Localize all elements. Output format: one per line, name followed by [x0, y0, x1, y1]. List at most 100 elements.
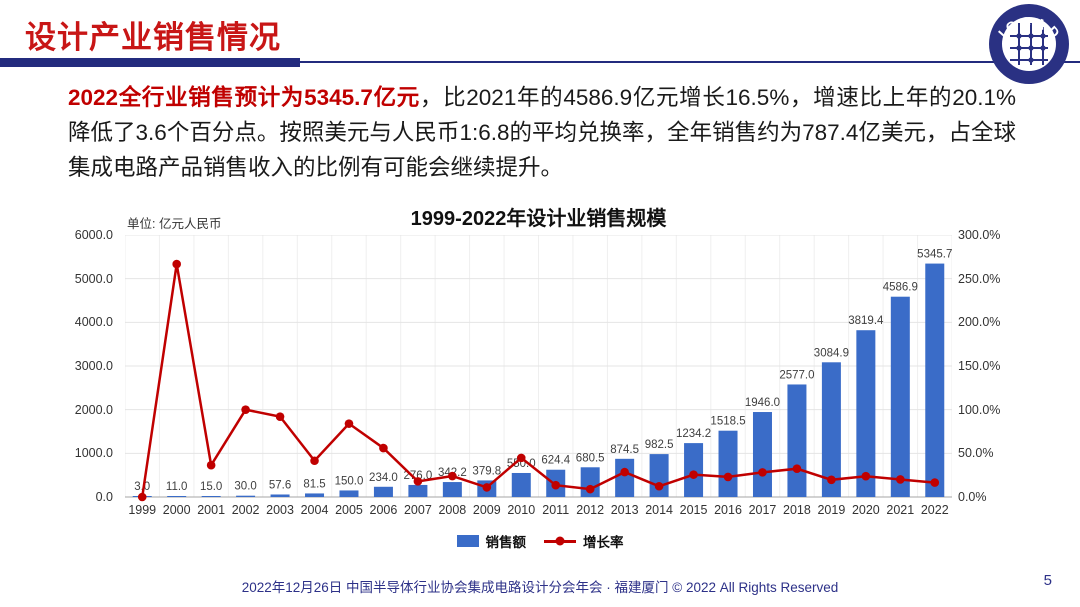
x-tick-2014: 2014 — [645, 503, 673, 517]
x-tick-2011: 2011 — [542, 503, 569, 517]
legend-label: 销售额 — [485, 535, 527, 550]
growth-point-2013 — [620, 467, 629, 477]
growth-point-2020 — [861, 471, 871, 481]
intro-rest: ，比2021年的4586.9亿元增长16.5%，增速比上年的20.1%降低了3.… — [68, 85, 1016, 180]
x-tick-2002: 2002 — [232, 503, 260, 517]
bar-label-2019: 3084.9 — [814, 347, 849, 359]
left-axis-tick: 5000.0 — [74, 271, 113, 286]
chart-unit-label: 单位: 亿元人民币 — [127, 217, 222, 231]
left-axis-tick: 6000.0 — [74, 228, 113, 242]
bar-2014 — [649, 454, 669, 497]
growth-point-2005 — [344, 419, 354, 428]
x-tick-2021: 2021 — [886, 503, 914, 517]
bar-2000 — [167, 496, 187, 497]
bar-2001 — [201, 496, 221, 497]
bar-2015 — [684, 443, 704, 497]
growth-point-2004 — [310, 456, 319, 466]
legend-bar-swatch-icon — [456, 535, 479, 547]
right-axis-tick: 0.0% — [958, 490, 987, 504]
page-number: 5 — [1043, 572, 1052, 589]
x-tick-2016: 2016 — [714, 503, 742, 517]
x-tick-2018: 2018 — [783, 503, 811, 517]
bar-label-2020: 3819.4 — [848, 315, 884, 327]
title-underline-thin — [300, 61, 1080, 63]
x-tick-2005: 2005 — [335, 503, 363, 517]
x-tick-2008: 2008 — [438, 503, 466, 517]
legend-item-bar: 销售额 — [456, 531, 527, 551]
left-axis-tick: 4000.0 — [74, 315, 113, 330]
growth-point-2007 — [413, 477, 423, 486]
x-tick-2000: 2000 — [163, 503, 191, 517]
x-tick-2006: 2006 — [370, 503, 398, 517]
growth-point-2003 — [275, 412, 285, 421]
chart-title: 1999-2022年设计业销售规模 — [410, 208, 667, 230]
legend-line-dot-icon — [555, 536, 565, 546]
iccad-logo: ICCAD — [988, 3, 1070, 85]
bar-label-2009: 379.8 — [472, 465, 501, 477]
right-axis-tick: 250.0% — [958, 271, 1001, 286]
bar-label-2010: 550.0 — [507, 458, 536, 470]
bar-label-2003: 57.6 — [269, 479, 291, 491]
bar-label-2022: 5345.7 — [917, 249, 952, 261]
growth-point-2019 — [827, 475, 836, 485]
legend-line-swatch-icon — [544, 536, 576, 546]
left-axis-tick: 0.0 — [95, 490, 113, 504]
bar-label-2001: 15.0 — [200, 481, 222, 493]
bar-2006 — [373, 486, 393, 497]
bar-2008 — [442, 482, 462, 497]
x-tick-2001: 2001 — [197, 503, 225, 517]
growth-point-2021 — [896, 475, 905, 484]
growth-point-2006 — [379, 443, 388, 453]
bar-label-2004: 81.5 — [303, 478, 325, 490]
growth-point-2022 — [930, 478, 940, 487]
growth-point-2018 — [792, 464, 802, 474]
legend-item-line: 增长率 — [544, 531, 624, 551]
x-tick-2017: 2017 — [749, 503, 777, 517]
x-tick-2010: 2010 — [507, 503, 535, 517]
bar-label-2011: 624.4 — [541, 455, 570, 467]
bar-label-2015: 1234.2 — [676, 428, 711, 440]
sales-chart: 3.011.015.030.057.681.5150.0234.0276.034… — [125, 235, 952, 517]
bar-label-2014: 982.5 — [645, 439, 674, 451]
left-axis-tick: 2000.0 — [74, 402, 113, 417]
left-axis-tick: 1000.0 — [74, 446, 113, 461]
left-axis-tick: 3000.0 — [74, 359, 113, 373]
bar-2019 — [821, 362, 841, 497]
bar-2002 — [236, 495, 256, 497]
x-tick-2022: 2022 — [921, 503, 949, 517]
legend-label: 增长率 — [583, 535, 624, 550]
growth-point-2000 — [172, 259, 181, 269]
growth-point-2009 — [482, 483, 492, 492]
bar-label-2006: 234.0 — [369, 472, 398, 484]
growth-point-2008 — [448, 471, 457, 481]
x-tick-2012: 2012 — [576, 503, 604, 517]
right-axis-tick: 300.0% — [958, 228, 1001, 242]
x-tick-2020: 2020 — [852, 503, 880, 517]
x-tick-1999: 1999 — [128, 503, 156, 517]
growth-point-2017 — [758, 468, 767, 477]
title-underline-thick — [0, 58, 300, 67]
bar-2010 — [511, 472, 531, 497]
right-axis-tick: 150.0% — [958, 359, 1001, 373]
x-tick-2013: 2013 — [611, 503, 639, 517]
bar-label-1999: 3.0 — [134, 481, 150, 493]
footer-text: 2022年12月26日 中国半导体行业协会集成电路设计分会年会 · 福建厦门 ©… — [241, 580, 839, 595]
bar-2021 — [890, 296, 910, 497]
x-tick-2007: 2007 — [404, 503, 432, 517]
bar-label-2000: 11.0 — [166, 481, 188, 493]
x-tick-2004: 2004 — [301, 503, 329, 517]
bar-label-2013: 874.5 — [610, 444, 639, 456]
page-title: 设计产业销售情况 — [25, 20, 281, 55]
growth-point-2015 — [689, 470, 698, 479]
growth-point-2010 — [516, 453, 526, 463]
growth-line — [140, 263, 935, 498]
bar-2007 — [408, 484, 428, 497]
bar-2020 — [856, 330, 876, 497]
bar-label-2017: 1946.0 — [745, 397, 780, 409]
bar-2013 — [615, 458, 635, 497]
bar-label-2021: 4586.9 — [883, 282, 918, 294]
x-tick-2009: 2009 — [473, 503, 501, 517]
bar-label-2002: 30.0 — [234, 481, 256, 493]
growth-point-2002 — [241, 405, 250, 414]
